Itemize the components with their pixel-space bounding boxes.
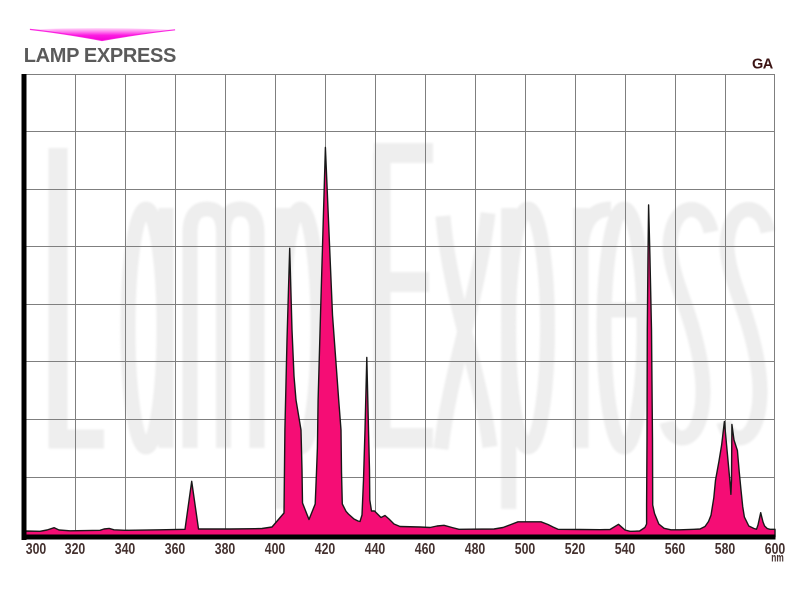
svg-text:460: 460 — [415, 541, 436, 558]
svg-text:540: 540 — [615, 541, 636, 558]
svg-text:360: 360 — [165, 541, 186, 558]
svg-text:400: 400 — [265, 541, 286, 558]
svg-text:440: 440 — [365, 541, 386, 558]
svg-text:380: 380 — [215, 541, 236, 558]
svg-text:nm: nm — [771, 551, 784, 565]
svg-text:320: 320 — [65, 541, 86, 558]
svg-text:480: 480 — [465, 541, 486, 558]
svg-text:300: 300 — [26, 541, 47, 558]
svg-text:420: 420 — [315, 541, 336, 558]
svg-text:600: 600 — [765, 541, 786, 558]
svg-text:500: 500 — [515, 541, 536, 558]
svg-text:560: 560 — [665, 541, 686, 558]
svg-text:GA: GA — [752, 56, 774, 72]
svg-text:LAMP EXPRESS: LAMP EXPRESS — [24, 45, 176, 67]
svg-text:340: 340 — [115, 541, 136, 558]
svg-text:580: 580 — [715, 541, 736, 558]
svg-text:520: 520 — [565, 541, 586, 558]
